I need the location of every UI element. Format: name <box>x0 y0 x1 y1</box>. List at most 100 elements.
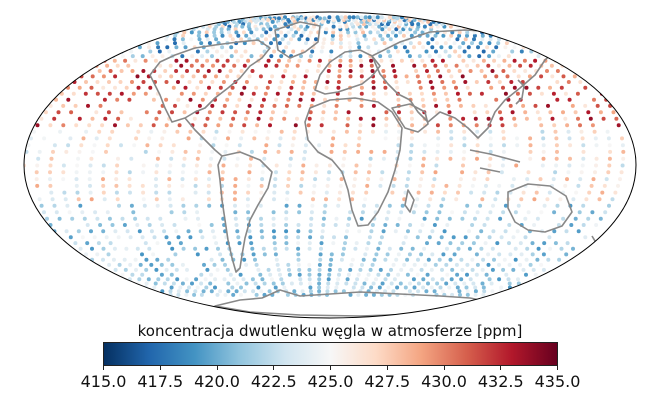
co2-point <box>241 30 246 35</box>
co2-point <box>329 49 334 54</box>
co2-point <box>307 262 312 267</box>
co2-point <box>524 257 529 262</box>
co2-point <box>483 241 488 246</box>
co2-point <box>589 80 594 84</box>
co2-point <box>249 149 254 154</box>
co2-point <box>376 272 381 277</box>
co2-point <box>104 235 109 240</box>
co2-point <box>409 33 414 38</box>
co2-point <box>554 136 559 141</box>
co2-point <box>133 257 138 262</box>
co2-point <box>373 27 378 32</box>
co2-point <box>84 129 89 134</box>
co2-point <box>345 123 350 128</box>
co2-point <box>251 91 256 96</box>
co2-point <box>601 116 606 121</box>
co2-point <box>448 45 453 50</box>
co2-point <box>140 252 144 257</box>
co2-point <box>167 197 172 202</box>
co2-point <box>101 163 106 168</box>
co2-point <box>475 63 480 68</box>
co2-point <box>496 41 501 46</box>
co2-point <box>433 170 438 175</box>
co2-point <box>383 257 388 262</box>
co2-point <box>226 136 230 141</box>
co2-point <box>371 80 376 84</box>
co2-point <box>462 136 467 141</box>
co2-point <box>127 170 132 175</box>
co2-point <box>167 49 172 54</box>
co2-point <box>489 85 494 90</box>
co2-point <box>336 203 341 208</box>
co2-point <box>395 49 400 54</box>
co2-point <box>286 97 291 102</box>
co2-point <box>218 116 223 121</box>
co2-point <box>563 116 568 121</box>
co2-point <box>174 267 179 272</box>
co2-point <box>579 170 584 175</box>
co2-point <box>450 292 455 297</box>
co2-point <box>415 74 420 79</box>
co2-point <box>222 277 227 282</box>
co2-point <box>345 277 350 282</box>
co2-point <box>279 54 284 59</box>
co2-point <box>195 156 200 161</box>
co2-point <box>205 49 210 54</box>
co2-point <box>169 285 174 290</box>
co2-point <box>408 41 413 46</box>
co2-point <box>331 15 336 20</box>
co2-point <box>272 241 277 246</box>
co2-point <box>117 285 122 290</box>
co2-point <box>192 292 197 297</box>
co2-point <box>465 289 470 294</box>
co2-point <box>360 210 365 215</box>
co2-point <box>445 223 450 227</box>
co2-point <box>301 163 306 168</box>
co2-point <box>496 54 501 59</box>
co2-point <box>71 91 76 96</box>
co2-point <box>432 289 437 294</box>
co2-point <box>110 49 115 54</box>
co2-point <box>144 281 149 286</box>
co2-point <box>194 203 199 208</box>
co2-point <box>473 289 478 294</box>
co2-point <box>506 54 511 59</box>
co2-point <box>561 74 566 79</box>
co2-point <box>170 110 174 115</box>
co2-point <box>266 58 271 63</box>
co2-point <box>42 210 46 215</box>
co2-point <box>81 136 86 141</box>
colorbar-tick <box>557 366 558 370</box>
co2-point <box>233 216 238 221</box>
co2-point <box>389 281 394 286</box>
co2-point <box>334 110 338 115</box>
co2-point <box>360 285 365 290</box>
co2-point <box>419 177 424 182</box>
co2-point <box>221 80 226 84</box>
co2-point <box>581 143 586 148</box>
co2-point <box>307 58 312 63</box>
co2-point <box>519 252 524 257</box>
co2-point <box>539 262 544 267</box>
co2-point <box>488 210 493 215</box>
co2-point <box>568 156 572 161</box>
co2-point <box>448 116 453 121</box>
co2-point <box>571 246 575 251</box>
co2-point <box>490 289 495 294</box>
co2-point <box>421 45 426 50</box>
co2-point <box>405 49 410 54</box>
co2-point <box>608 149 613 154</box>
co2-point <box>605 129 610 134</box>
co2-point <box>135 74 140 79</box>
co2-point <box>552 229 557 234</box>
co2-point <box>396 136 401 141</box>
co2-point <box>246 183 251 188</box>
co2-point <box>346 223 351 227</box>
co2-point <box>449 136 454 141</box>
co2-point <box>361 30 365 35</box>
co2-point <box>432 177 437 182</box>
co2-point <box>167 183 172 188</box>
co2-point <box>155 163 159 168</box>
co2-point <box>188 97 193 102</box>
co2-point <box>409 110 414 115</box>
